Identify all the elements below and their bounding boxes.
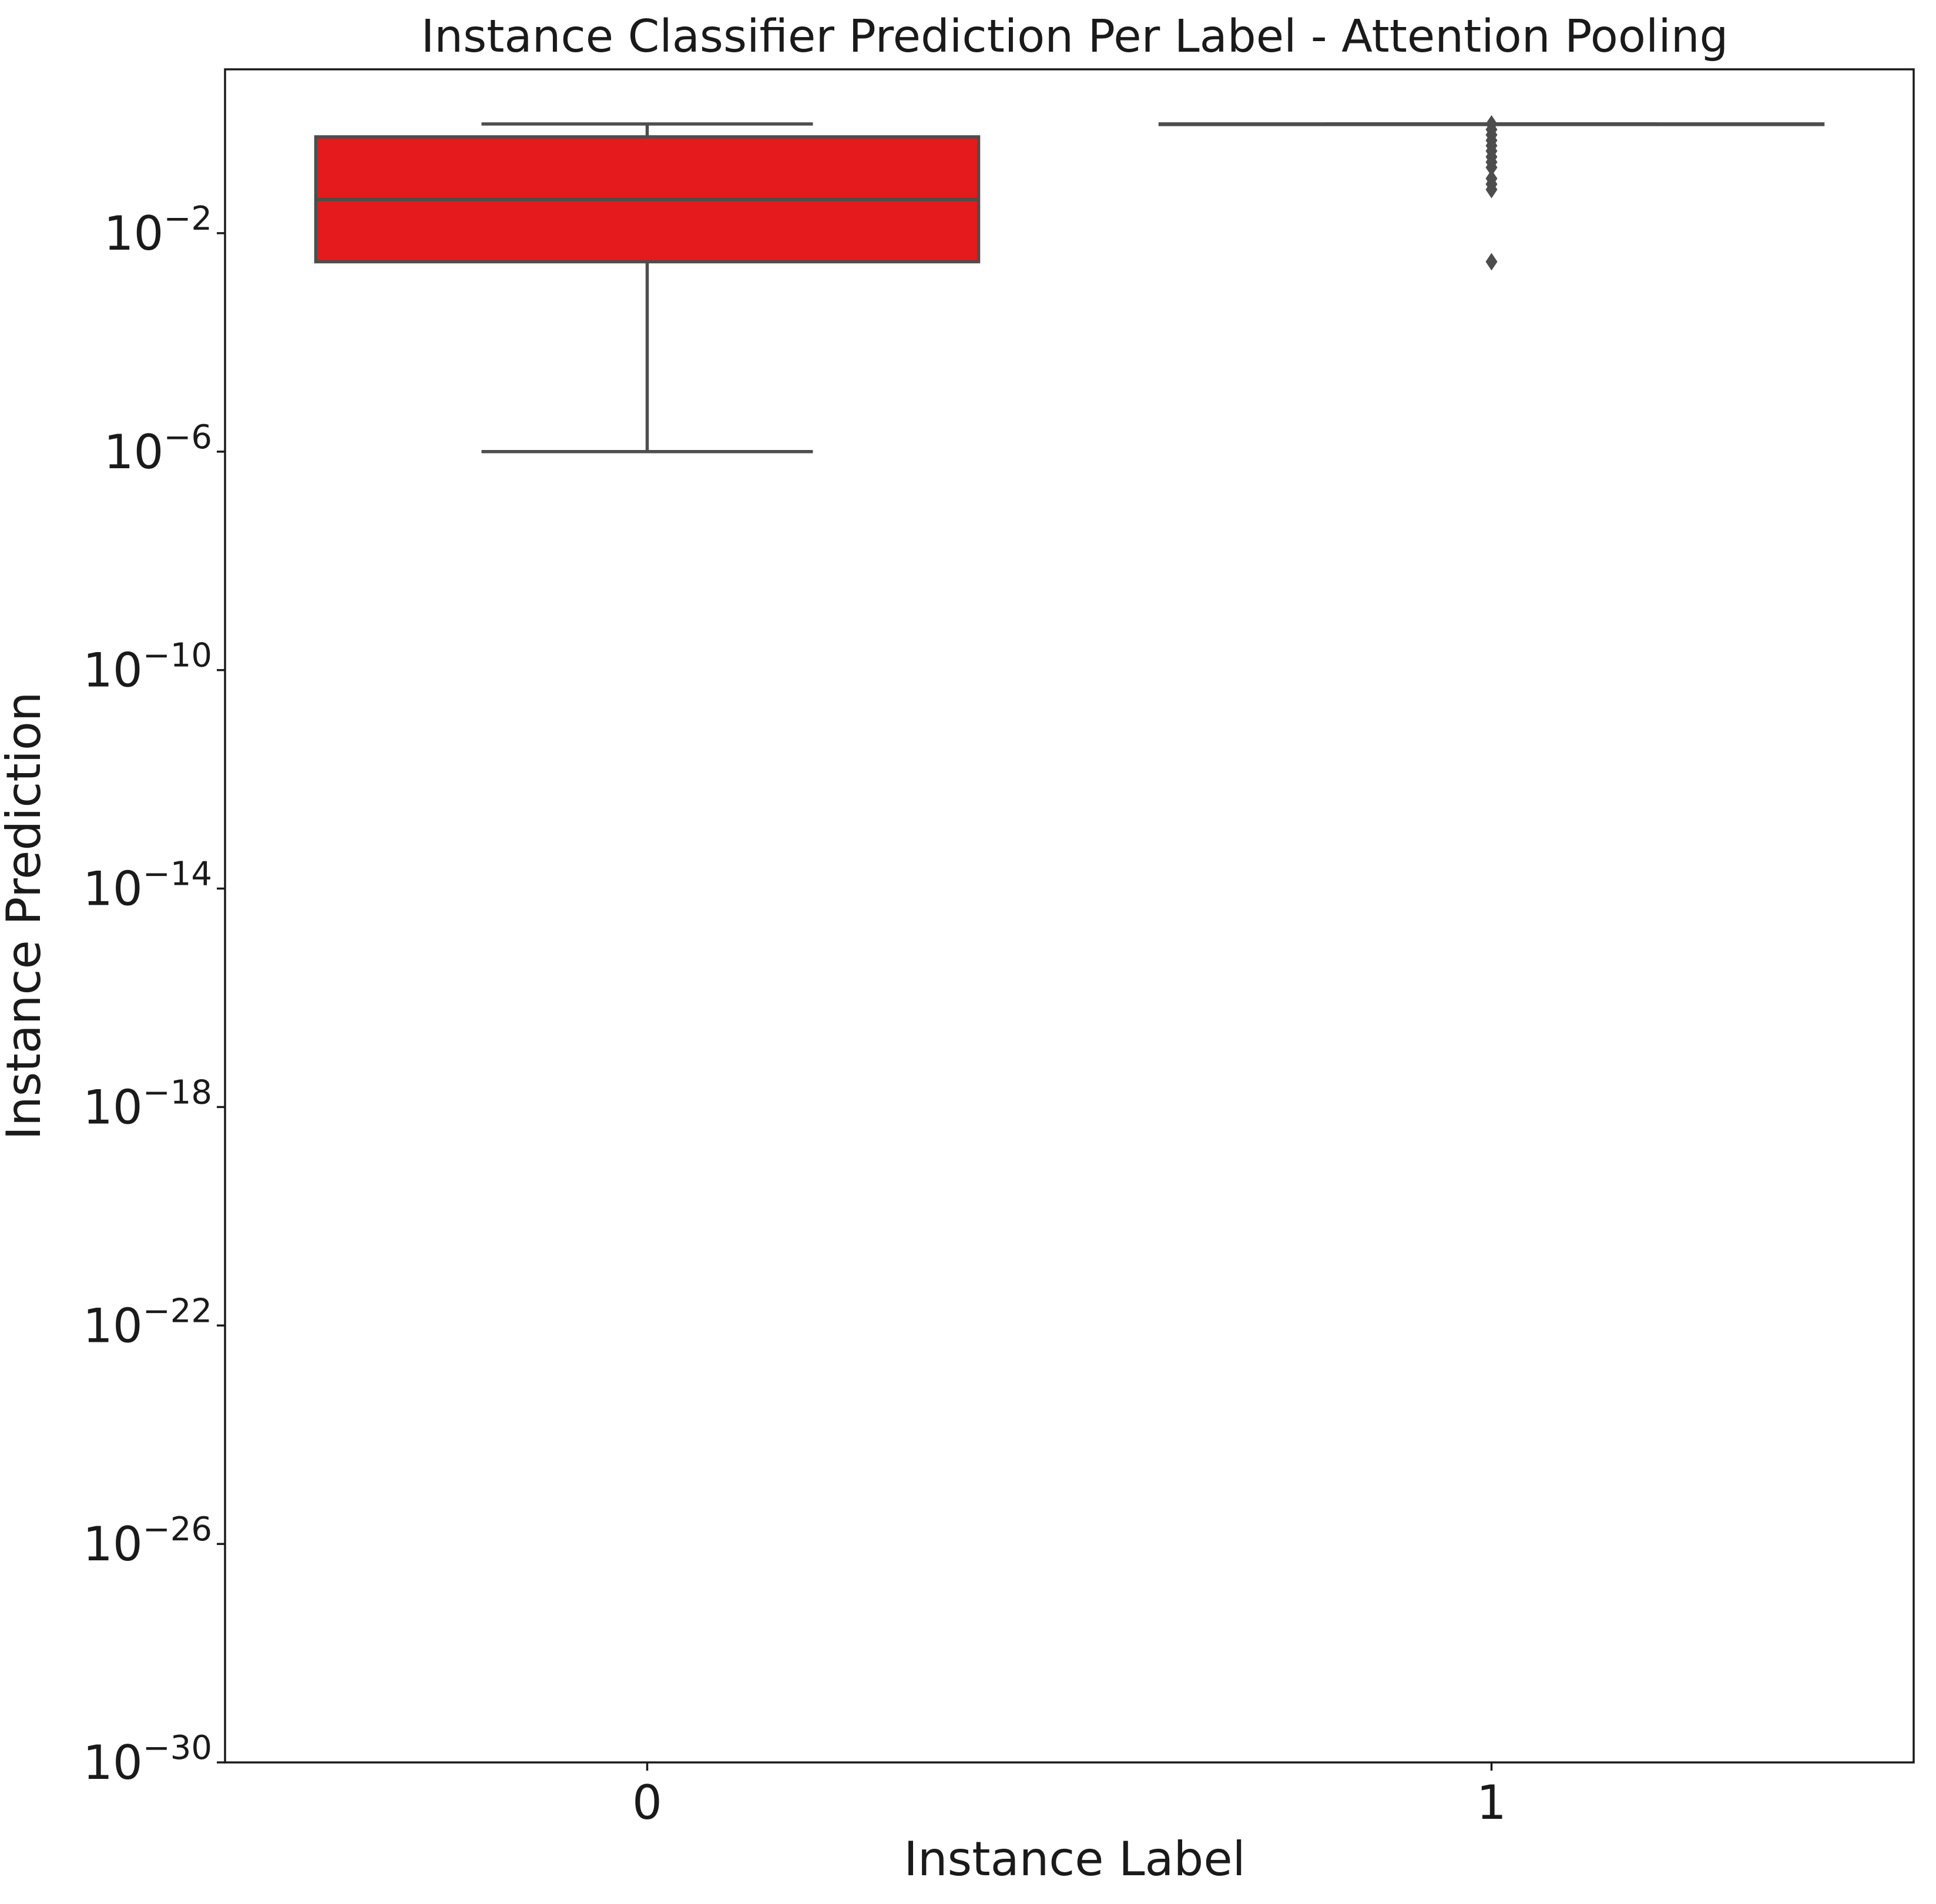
y-axis: 10−2 10−6 10−10 10−14 10−18 10−22 10−26 10−30 (83, 200, 225, 1790)
plot-area (314, 115, 1825, 454)
y-tick-label-2: 10−10 (83, 637, 212, 698)
y-tick-label-1: 10−6 (104, 418, 212, 479)
y-tick-label-5: 10−22 (83, 1292, 212, 1353)
plot-frame (224, 68, 1915, 1764)
x-axis-label: Instance Label (904, 1832, 1246, 1886)
box-group-0 (314, 122, 981, 454)
chart-title: Instance Classifier Prediction Per Label… (421, 11, 1729, 63)
y-tick-label-0: 10−2 (104, 200, 212, 261)
y-tick-label-6: 10−26 (83, 1510, 212, 1571)
outlier-1-0 (1485, 253, 1498, 271)
x-tick-label-1: 1 (1477, 1775, 1506, 1830)
y-axis-label: Instance Prediction (0, 691, 51, 1140)
y-tick-label-3: 10−14 (83, 855, 212, 916)
x-tick-label-0: 0 (632, 1775, 662, 1830)
outlier-1-3 (1485, 169, 1498, 187)
outlier-1-12 (1485, 115, 1498, 133)
y-tick-label-4: 10−18 (83, 1073, 212, 1134)
y-tick-label-7: 10−30 (83, 1729, 212, 1790)
box-group-1 (1158, 115, 1825, 271)
